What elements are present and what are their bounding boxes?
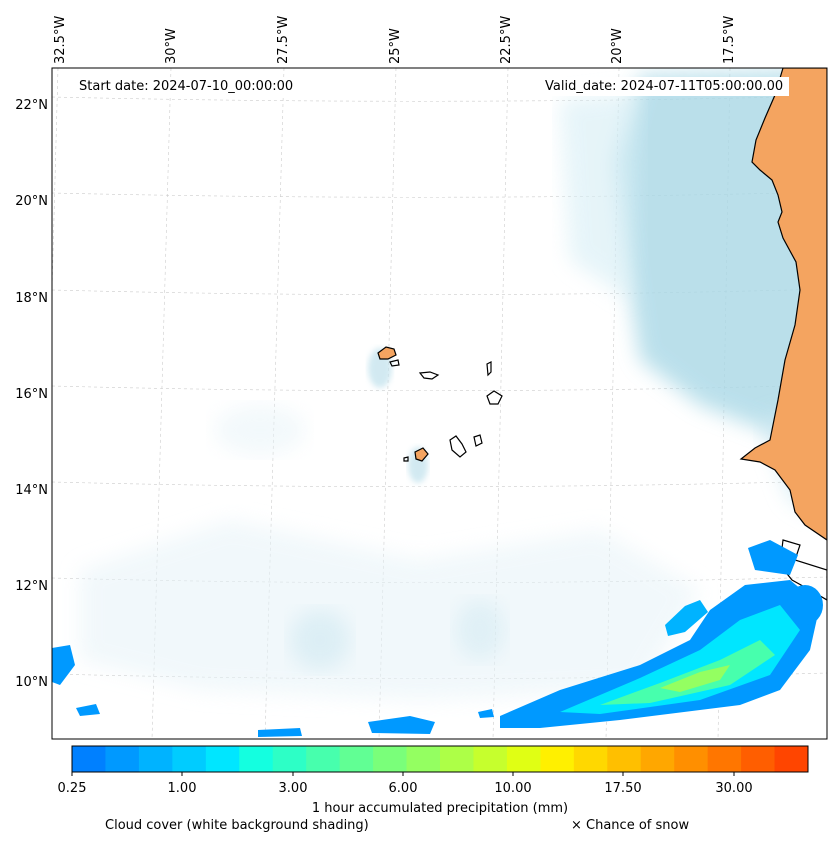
colorbar-swatch <box>105 746 140 772</box>
colorbar-swatch <box>205 746 240 772</box>
african-coast <box>739 68 827 541</box>
lon-tick-label: 27.5°W <box>276 15 291 64</box>
lat-tick-label: 22°N <box>15 98 48 113</box>
island-fogo <box>414 447 429 462</box>
island-boa-vista <box>486 390 503 405</box>
lat-tick-label: 14°N <box>15 483 48 498</box>
lon-tick-label: 25°W <box>388 28 403 64</box>
colorbar-swatch <box>506 746 541 772</box>
cloud-cover-shading <box>80 70 827 700</box>
colorbar-swatch <box>540 746 575 772</box>
colorbar-swatch <box>640 746 675 772</box>
lon-tick-label: 32.5°W <box>53 15 68 64</box>
colorbar-swatch <box>339 746 374 772</box>
snow-caption: × Chance of snow <box>571 818 690 833</box>
colorbar-tick-label: 17.50 <box>604 781 642 796</box>
colorbar-swatch <box>674 746 709 772</box>
colorbar-swatch <box>239 746 274 772</box>
precipitation-field <box>52 540 823 737</box>
lon-tick-label: 22.5°W <box>499 15 514 64</box>
lon-tick-label: 30°W <box>164 28 179 64</box>
island-sao-vicente <box>389 359 400 367</box>
colorbar-swatch <box>774 746 809 772</box>
colorbar-tick-label: 0.25 <box>57 781 87 796</box>
lat-tick-label: 18°N <box>15 291 48 306</box>
colorbar-swatch <box>172 746 207 772</box>
colorbar-swatch <box>72 746 106 772</box>
lat-tick-label: 20°N <box>15 194 48 209</box>
colorbar-swatch <box>607 746 642 772</box>
colorbar-swatch <box>707 746 742 772</box>
island-brava <box>403 456 409 462</box>
island-sao-nicolau <box>418 371 440 380</box>
colorbar-tick-label: 6.00 <box>388 781 418 796</box>
lon-tick-label: 20°W <box>610 28 625 64</box>
island-santiago <box>449 435 467 458</box>
island-sal <box>486 361 492 377</box>
land <box>377 68 827 601</box>
lat-tick-label: 10°N <box>15 675 48 690</box>
island-santo-antao <box>377 346 397 360</box>
valid-date-label: Valid_date: 2024-07-11T05:00:00.00 <box>539 77 790 96</box>
colorbar <box>71 746 809 776</box>
colorbar-swatch <box>440 746 474 772</box>
map-frame <box>51 67 828 740</box>
colorbar-tick-label: 1.00 <box>167 781 197 796</box>
start-date-label: Start date: 2024-07-10_00:00:00 <box>73 77 300 96</box>
cloud-cover-caption: Cloud cover (white background shading) <box>105 818 369 833</box>
colorbar-swatch <box>741 746 776 772</box>
colorbar-swatch <box>306 746 341 772</box>
colorbar-swatch <box>138 746 173 772</box>
colorbar-swatch <box>406 746 441 772</box>
lat-tick-label: 12°N <box>15 579 48 594</box>
colorbar-tick-label: 30.00 <box>715 781 753 796</box>
colorbar-tick-label: 3.00 <box>278 781 308 796</box>
colorbar-swatch <box>573 746 608 772</box>
lat-tick-label: 16°N <box>15 387 48 402</box>
colorbar-swatch <box>272 746 307 772</box>
colorbar-tick-label: 10.00 <box>494 781 532 796</box>
colorbar-swatch <box>473 746 508 772</box>
colorbar-frame <box>71 745 809 773</box>
lon-tick-label: 17.5°W <box>722 15 737 64</box>
island-maio <box>473 434 483 447</box>
colorbar-title: 1 hour accumulated precipitation (mm) <box>311 801 569 816</box>
colorbar-swatch <box>373 746 408 772</box>
